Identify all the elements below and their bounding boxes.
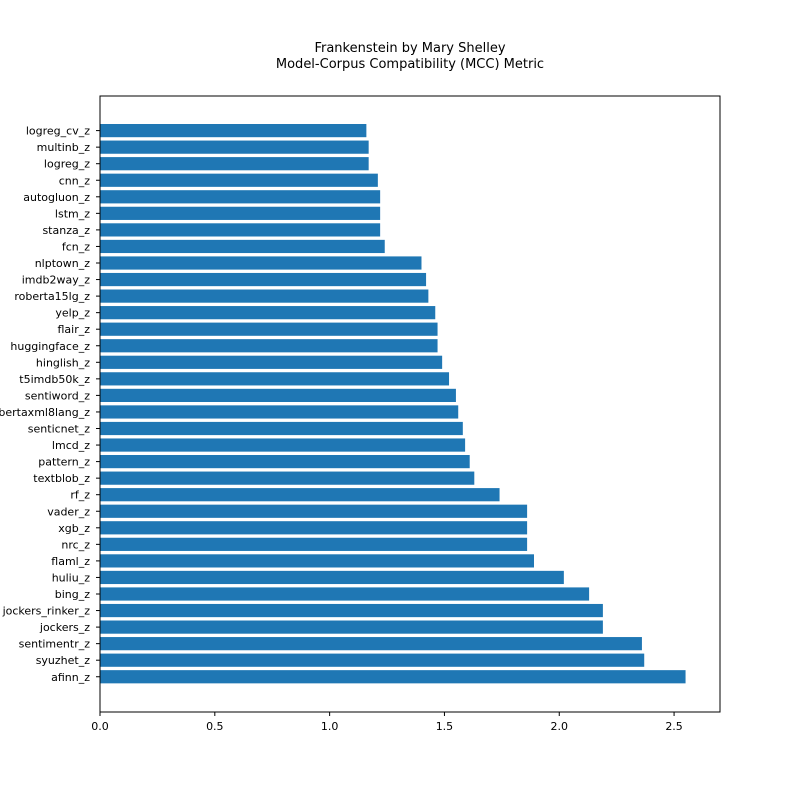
y-tick-label: syuzhet_z [36, 654, 91, 667]
y-tick-label: roberta15lg_z [14, 290, 90, 303]
x-tick-label: 0.0 [91, 720, 109, 733]
bar-flaml_z [100, 554, 534, 568]
bar-lmcd_z [100, 438, 466, 452]
y-tick-label: bing_z [55, 588, 90, 601]
bar-bertaxml8lang_z [100, 405, 459, 419]
bar-yelp_z [100, 306, 436, 320]
bar-logreg_z [100, 157, 369, 171]
bars-group [100, 124, 686, 684]
bar-cnn_z [100, 173, 378, 187]
y-tick-label: senticnet_z [28, 423, 90, 436]
y-tick-label: logreg_z [44, 158, 90, 171]
bar-pattern_z [100, 455, 470, 469]
bar-bing_z [100, 587, 590, 601]
bar-senticnet_z [100, 421, 463, 436]
bar-jockers_rinker_z [100, 603, 603, 618]
y-tick-label: hinglish_z [36, 356, 90, 369]
x-tick-label: 2.5 [665, 720, 683, 733]
x-tick-label: 1.5 [436, 720, 454, 733]
bar-huggingface_z [100, 339, 438, 353]
y-tick-label: flaml_z [51, 555, 90, 568]
bar-roberta15lg_z [100, 289, 429, 303]
bar-vader_z [100, 504, 528, 518]
bar-hinglish_z [100, 355, 443, 369]
bar-sentimentr_z [100, 637, 642, 651]
bar-nrc_z [100, 537, 528, 551]
bar-fcn_z [100, 239, 385, 254]
y-tick-label: jockers_z [39, 621, 90, 634]
y-tick-label: huggingface_z [10, 340, 90, 353]
chart-title: Frankenstein by Mary Shelley [314, 41, 505, 56]
y-tick-label: flair_z [57, 323, 90, 336]
y-tick-label: stanza_z [42, 224, 90, 237]
bar-huliu_z [100, 570, 564, 585]
y-tick-label: vader_z [47, 505, 90, 518]
x-tick-label: 1.0 [321, 720, 339, 733]
bar-sentiword_z [100, 388, 456, 402]
y-tick-label: cnn_z [59, 174, 90, 187]
y-tick-label: logreg_cv_z [26, 125, 90, 138]
bar-multinb_z [100, 140, 369, 154]
x-axis-ticks: 0.0 0.5 1.0 1.5 2.0 2.5 [91, 712, 683, 733]
bar-lstm_z [100, 206, 381, 220]
plot-frame [99, 95, 721, 713]
bar-xgb_z [100, 521, 528, 535]
y-tick-label: textblob_z [33, 472, 90, 485]
y-tick-label: imdb2way_z [22, 274, 90, 287]
bar-textblob_z [100, 471, 475, 485]
y-tick-label: lmcd_z [52, 439, 90, 452]
bar-flair_z [100, 322, 438, 336]
x-tick-label: 2.0 [551, 720, 569, 733]
y-tick-label: yelp_z [55, 307, 90, 320]
x-tick-label: 0.5 [206, 720, 224, 733]
y-tick-label: rf_z [70, 489, 90, 502]
y-tick-label: bertaxml8lang_z [0, 406, 90, 419]
bar-autogluon_z [100, 190, 381, 204]
y-tick-label: multinb_z [37, 141, 91, 154]
y-tick-label: sentiword_z [25, 389, 90, 402]
bar-nlptown_z [100, 256, 422, 270]
bar-jockers_z [100, 620, 603, 634]
bar-syuzhet_z [100, 653, 645, 667]
y-tick-label: t5imdb50k_z [19, 373, 90, 386]
bar-t5imdb50k_z [100, 372, 450, 386]
y-tick-label: jockers_rinker_z [2, 605, 91, 618]
y-tick-label: lstm_z [55, 207, 90, 220]
y-tick-label: afinn_z [51, 671, 90, 684]
y-tick-label: nlptown_z [35, 257, 91, 270]
bar-afinn_z [100, 670, 686, 684]
y-tick-label: autogluon_z [23, 191, 90, 204]
y-tick-label: fcn_z [62, 240, 90, 253]
y-tick-label: xgb_z [58, 522, 90, 535]
y-tick-label: huliu_z [52, 571, 91, 584]
y-tick-label: pattern_z [38, 456, 90, 469]
bar-logreg_cv_z [100, 124, 367, 138]
chart-subtitle: Model-Corpus Compatibility (MCC) Metric [276, 57, 544, 72]
y-axis-ticks: logreg_cv_z multinb_z logreg_z cnn_zautoglu… [0, 125, 100, 684]
bar-imdb2way_z [100, 272, 427, 287]
bar-rf_z [100, 488, 500, 502]
y-tick-label: sentimentr_z [19, 638, 91, 651]
y-tick-label: nrc_z [61, 538, 90, 551]
bar-stanza_z [100, 223, 381, 237]
